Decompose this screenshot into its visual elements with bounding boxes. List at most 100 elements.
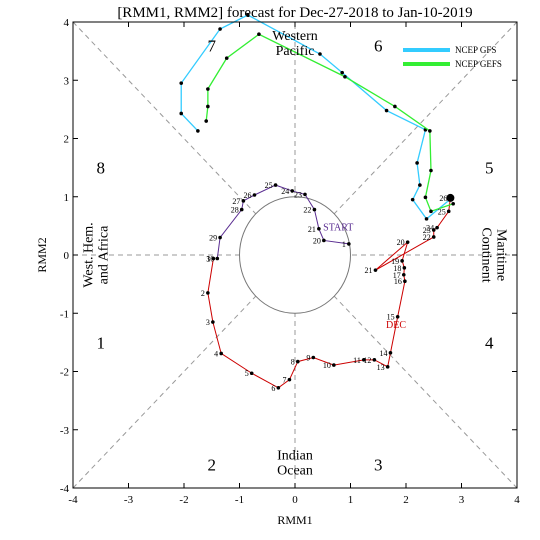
data-point xyxy=(290,189,295,193)
region-label-line: Continent xyxy=(478,227,493,282)
data-point xyxy=(410,197,415,202)
phase-label-4: 4 xyxy=(485,333,494,352)
day-label: 5 xyxy=(245,369,249,378)
region-label-line: and Africa xyxy=(97,225,112,284)
day-label: 25 xyxy=(265,181,273,190)
day-label: 11 xyxy=(353,356,361,365)
data-point xyxy=(451,201,455,206)
data-point xyxy=(395,314,400,319)
data-point xyxy=(246,13,250,17)
data-point xyxy=(347,242,351,246)
data-point xyxy=(332,363,336,367)
data-point xyxy=(206,291,210,295)
annotation-1: START xyxy=(323,223,353,234)
data-point xyxy=(224,56,229,60)
data-point xyxy=(393,104,397,109)
day-label: 26 xyxy=(243,191,251,200)
y-tick-label: -3 xyxy=(60,425,70,437)
series-layer xyxy=(179,13,455,390)
day-label: 27 xyxy=(232,197,240,206)
data-point xyxy=(239,207,244,212)
y-tick-label: -2 xyxy=(60,367,69,379)
current-state-marker xyxy=(446,193,455,202)
annotation-2: DEC xyxy=(386,320,406,331)
data-point xyxy=(400,259,404,263)
day-label: 3 xyxy=(206,318,210,327)
y-tick-label: 2 xyxy=(64,134,70,146)
data-point xyxy=(388,351,393,355)
data-point xyxy=(362,358,366,362)
legend: NCEP GFS NCEP GEFS xyxy=(403,45,502,69)
phase-label-2: 2 xyxy=(208,456,217,475)
data-point xyxy=(340,70,344,75)
data-point xyxy=(403,279,407,284)
day-label: 26 xyxy=(439,194,447,203)
day-label: 18 xyxy=(393,264,401,273)
phase-label-1: 1 xyxy=(97,333,106,352)
data-point xyxy=(215,256,220,261)
region-label-line: Ocean xyxy=(277,463,313,478)
series-line-4 xyxy=(205,33,454,213)
data-point xyxy=(402,266,407,270)
data-point xyxy=(435,225,439,230)
day-label: 4 xyxy=(214,349,218,358)
day-label: 30 xyxy=(206,254,214,263)
day-label: 6 xyxy=(271,384,275,393)
series-line-1 xyxy=(207,197,451,389)
y-tick-label: 0 xyxy=(64,250,70,262)
y-tick-label: 3 xyxy=(64,75,70,87)
day-label: 8 xyxy=(291,358,295,367)
data-point xyxy=(303,192,307,197)
data-point xyxy=(206,87,210,91)
day-label: 1 xyxy=(206,254,210,263)
x-tick-label: 0 xyxy=(292,494,298,506)
x-tick-label: 2 xyxy=(403,494,409,506)
day-label: 14 xyxy=(379,349,387,358)
y-tick-label: -1 xyxy=(60,308,69,320)
x-tick-label: -4 xyxy=(68,494,78,506)
day-label: 17 xyxy=(393,271,401,280)
data-point xyxy=(295,359,300,364)
data-point xyxy=(211,320,215,324)
phase-label-7: 7 xyxy=(208,36,217,55)
data-point xyxy=(322,238,326,243)
series-line-2 xyxy=(216,184,349,259)
phase-label-8: 8 xyxy=(97,159,106,178)
data-point xyxy=(273,183,278,187)
day-label: 10 xyxy=(323,361,331,370)
data-point xyxy=(385,365,390,369)
data-point xyxy=(179,81,184,85)
day-label: 2 xyxy=(201,289,205,298)
data-point xyxy=(257,32,261,37)
data-point xyxy=(196,129,200,133)
data-point xyxy=(372,358,377,362)
region-label-line: Western xyxy=(272,29,318,44)
region-label-line: Pacific xyxy=(276,44,315,59)
data-point xyxy=(218,235,222,240)
day-label: 23 xyxy=(294,190,302,199)
day-label: 19 xyxy=(391,257,399,266)
data-point xyxy=(424,217,429,221)
data-point xyxy=(343,74,347,79)
data-point xyxy=(429,168,433,173)
data-point xyxy=(428,129,432,133)
data-point xyxy=(423,195,428,200)
data-point xyxy=(211,256,216,261)
data-point xyxy=(405,240,410,244)
day-label: 20 xyxy=(313,236,321,245)
day-label: 23 xyxy=(423,226,431,235)
y-tick-label: 1 xyxy=(64,192,70,204)
data-point xyxy=(418,183,422,187)
day-label: 29 xyxy=(209,234,217,243)
day-label: 20 xyxy=(397,238,405,247)
data-point xyxy=(384,108,389,113)
region-label-line: Indian xyxy=(277,448,313,463)
x-tick-label: 3 xyxy=(459,494,465,506)
x-tick-label: -1 xyxy=(235,494,244,506)
day-label: 12 xyxy=(363,356,371,365)
day-label: 15 xyxy=(387,313,395,322)
x-tick-label: 4 xyxy=(514,494,520,506)
